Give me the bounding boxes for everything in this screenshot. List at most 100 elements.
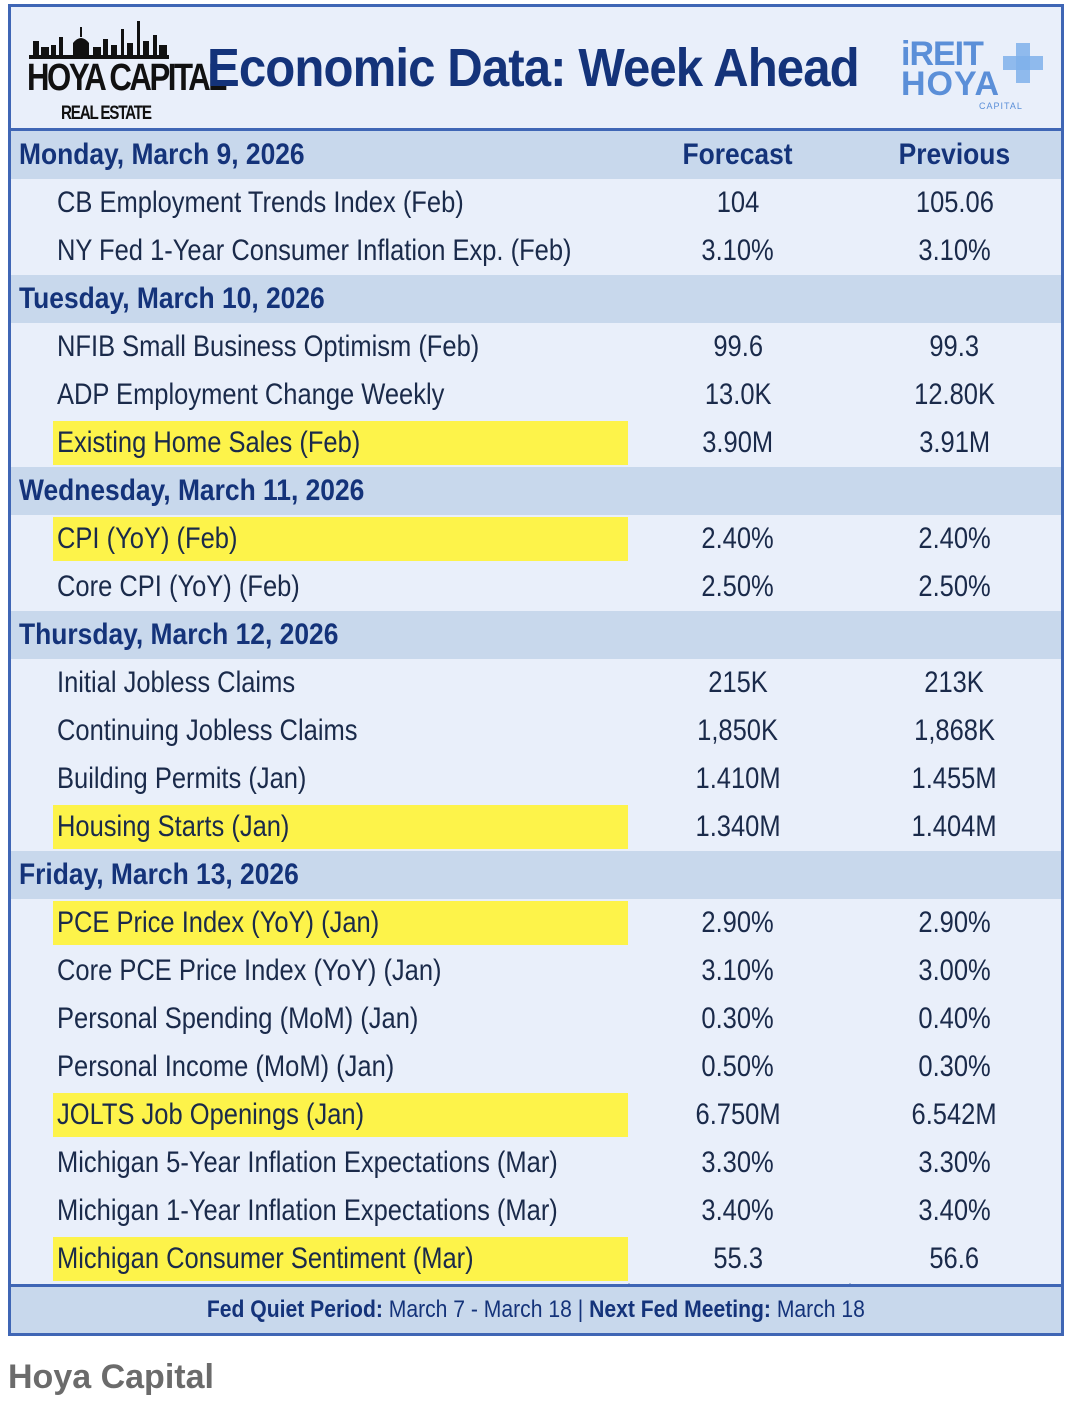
day-cell: Tuesday, March 10, 2026: [11, 275, 628, 323]
forecast-value: 3.10%: [701, 234, 775, 267]
indicator-label: Continuing Jobless Claims: [57, 714, 358, 747]
previous-cell: 99.3: [848, 323, 1061, 371]
day-date: Tuesday, March 10, 2026: [19, 282, 325, 315]
indicator-cell: PCE Price Index (YoY) (Jan): [11, 899, 628, 947]
previous-value: 99.3: [929, 330, 980, 363]
page-title: Economic Data: Week Ahead: [207, 38, 860, 98]
previous-cell: 1,868K: [848, 707, 1061, 755]
forecast-header: Forecast: [682, 138, 794, 171]
logo-subtitle: REAL ESTATE: [61, 103, 152, 124]
indicator: Michigan 5-Year Inflation Expectations (…: [53, 1141, 656, 1185]
table-row: CPI (YoY) (Feb) 2.40% 2.40%: [11, 515, 1061, 563]
forecast-value: 2.50%: [701, 570, 775, 603]
fed-quiet-value: March 7 - March 18 |: [383, 1296, 590, 1323]
previous-value: 1,868K: [914, 714, 995, 747]
previous-cell: 3.40%: [848, 1187, 1061, 1235]
table-row: Michigan 1-Year Inflation Expectations (…: [11, 1187, 1061, 1235]
previous-value: 1.404M: [911, 810, 998, 843]
previous-cell: 0.30%: [848, 1043, 1061, 1091]
indicator-cell: CPI (YoY) (Feb): [11, 515, 628, 563]
fed-quiet-label: Fed Quiet Period:: [206, 1296, 384, 1323]
skyline-icon: [29, 21, 169, 59]
forecast-header-cell: [628, 851, 848, 899]
previous-cell: 2.90%: [848, 899, 1061, 947]
previous-cell: 0.40%: [848, 995, 1061, 1043]
footer: Fed Quiet Period: March 7 - March 18 | N…: [11, 1284, 1061, 1333]
forecast-cell: 2.50%: [628, 563, 848, 611]
previous-value: 3.91M: [919, 426, 990, 459]
previous-cell: 105.06: [848, 179, 1061, 227]
forecast-cell: 3.30%: [628, 1139, 848, 1187]
forecast-cell: 2.90%: [628, 899, 848, 947]
indicator: Building Permits (Jan): [53, 757, 360, 801]
indicator: NFIB Small Business Optimism (Feb): [53, 325, 564, 369]
forecast-value: 99.6: [713, 330, 763, 363]
previous-header-cell: [848, 611, 1061, 659]
highlighted-indicator: Existing Home Sales (Feb): [53, 421, 628, 465]
forecast-cell: 3.10%: [628, 947, 848, 995]
indicator-label: ADP Employment Change Weekly: [57, 378, 445, 411]
previous-header: Previous: [898, 138, 1011, 171]
previous-value: 3.40%: [918, 1194, 991, 1227]
forecast-cell: 3.40%: [628, 1187, 848, 1235]
day-cell: Friday, March 13, 2026: [11, 851, 628, 899]
highlighted-indicator: PCE Price Index (YoY) (Jan): [53, 901, 628, 945]
indicator: Continuing Jobless Claims: [53, 709, 421, 753]
previous-cell: 1.404M: [848, 803, 1061, 851]
forecast-header-cell: [628, 467, 848, 515]
day-section-row: Tuesday, March 10, 2026: [11, 275, 1061, 323]
source-caption: Hoya Capital: [8, 1358, 214, 1396]
forecast-value: 3.90M: [702, 426, 774, 459]
table-row: ADP Employment Change Weekly 13.0K 12.80K: [11, 371, 1061, 419]
forecast-cell: 1.340M: [628, 803, 848, 851]
table-row: Initial Jobless Claims 215K 213K: [11, 659, 1061, 707]
indicator-label: Michigan 5-Year Inflation Expectations (…: [57, 1146, 558, 1179]
forecast-cell: 55.3: [628, 1235, 848, 1283]
previous-cell: 1.455M: [848, 755, 1061, 803]
forecast-value: 215K: [708, 666, 768, 699]
ireit-text: iREIT: [901, 35, 984, 73]
forecast-value: 1.410M: [695, 762, 781, 795]
previous-cell: 56.6: [848, 1235, 1061, 1283]
previous-value: 2.50%: [918, 570, 991, 603]
indicator-cell: Michigan 1-Year Inflation Expectations (…: [11, 1187, 628, 1235]
previous-cell: 3.30%: [848, 1139, 1061, 1187]
forecast-header-cell: [628, 611, 848, 659]
indicator-label: Core CPI (YoY) (Feb): [57, 570, 300, 603]
day-cell: Wednesday, March 11, 2026: [11, 467, 628, 515]
next-fed-label: Next Fed Meeting:: [589, 1296, 772, 1323]
table-row: Michigan 5-Year Inflation Expectations (…: [11, 1139, 1061, 1187]
logo-title: HOYA CAPITAL: [27, 57, 227, 99]
day-date: Monday, March 9, 2026: [19, 138, 305, 171]
forecast-cell: 99.6: [628, 323, 848, 371]
previous-value: 2.40%: [918, 522, 991, 555]
indicator: CB Employment Trends Index (Feb): [53, 181, 546, 225]
highlighted-indicator: Housing Starts (Jan): [53, 805, 628, 849]
forecast-cell: 0.50%: [628, 1043, 848, 1091]
indicator-label: CPI (YoY) (Feb): [57, 522, 238, 555]
previous-cell: 3.10%: [848, 227, 1061, 275]
table-row: Personal Spending (MoM) (Jan) 0.30% 0.40%: [11, 995, 1061, 1043]
forecast-cell: 3.10%: [628, 227, 848, 275]
forecast-cell: 0.30%: [628, 995, 848, 1043]
previous-value: 3.10%: [918, 234, 991, 267]
indicator-cell: ADP Employment Change Weekly: [11, 371, 628, 419]
indicator-cell: Personal Spending (MoM) (Jan): [11, 995, 628, 1043]
forecast-value: 13.0K: [704, 378, 772, 411]
forecast-cell: 2.40%: [628, 515, 848, 563]
highlighted-indicator: Michigan Consumer Sentiment (Mar): [53, 1237, 628, 1281]
day-section-row: Wednesday, March 11, 2026: [11, 467, 1061, 515]
indicator-label: Michigan Consumer Sentiment (Mar): [57, 1242, 474, 1275]
table-row: Core PCE Price Index (YoY) (Jan) 3.10% 3.0…: [11, 947, 1061, 995]
indicator-label: Existing Home Sales (Feb): [57, 426, 361, 459]
table-row: NFIB Small Business Optimism (Feb) 99.6 99…: [11, 323, 1061, 371]
footer-text: Fed Quiet Period: March 7 - March 18 | N…: [207, 1296, 865, 1324]
day-cell: Thursday, March 12, 2026: [11, 611, 628, 659]
indicator: Michigan 1-Year Inflation Expectations (…: [53, 1189, 656, 1233]
hoya-capital-logo: HOYA CAPITAL REAL ESTATE: [25, 19, 227, 127]
indicator: NY Fed 1-Year Consumer Inflation Exp. (F…: [53, 229, 672, 273]
capital-text: CAPITAL: [979, 101, 1023, 111]
indicator: Core PCE Price Index (YoY) (Jan): [53, 949, 519, 993]
indicator-label: NY Fed 1-Year Consumer Inflation Exp. (F…: [57, 234, 572, 267]
ireit-hoya-logo: iREIT HOYA CAPITAL: [901, 35, 1051, 115]
